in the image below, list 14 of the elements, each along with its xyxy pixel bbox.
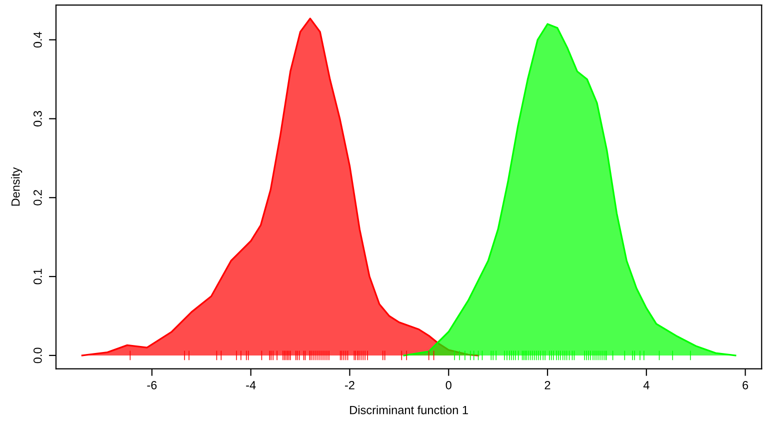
y-tick-label: 0.2 [33,190,42,206]
x-tick-label: 6 [742,380,748,390]
y-tick-label: 0.1 [33,268,42,284]
y-tick-label: 0.3 [33,111,42,126]
x-tick-label: 4 [643,381,650,390]
x-tick-label: 2 [544,380,550,390]
x-tick-label: 0 [446,380,452,390]
x-tick-label: -4 [246,381,256,390]
x-tick-label: -6 [147,380,157,390]
y-axis-title: Density [11,167,22,206]
y-tick-label: 0.4 [33,32,42,48]
x-axis-title: Discriminant function 1 [350,406,468,414]
y-tick-label: 0.0 [33,348,42,364]
x-tick-label: -2 [344,380,354,390]
